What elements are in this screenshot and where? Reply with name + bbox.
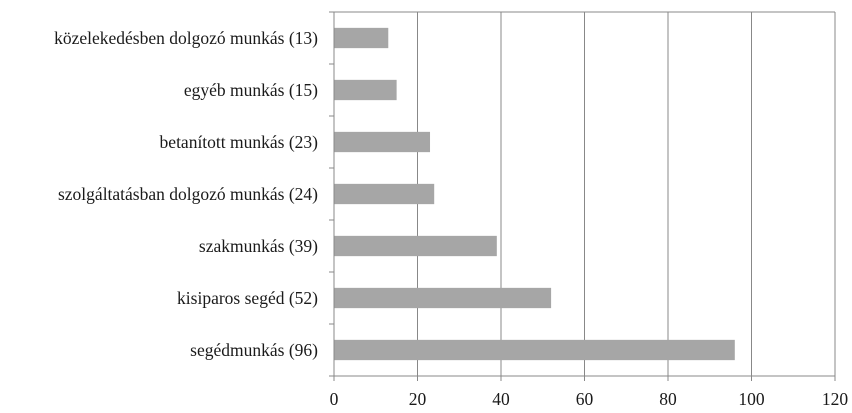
category-label: betanított munkás (23) bbox=[160, 132, 319, 152]
grid-layer bbox=[417, 12, 836, 376]
bar bbox=[334, 287, 552, 309]
x-tick-label: 80 bbox=[659, 389, 677, 409]
category-label: egyéb munkás (15) bbox=[184, 80, 318, 100]
x-tick-label: 20 bbox=[409, 389, 427, 409]
bar bbox=[334, 183, 435, 205]
category-label: szolgáltatásban dolgozó munkás (24) bbox=[58, 184, 318, 204]
x-tick-label: 60 bbox=[576, 389, 594, 409]
category-label: szakmunkás (39) bbox=[199, 236, 318, 256]
category-label: segédmunkás (96) bbox=[190, 340, 318, 360]
bar bbox=[334, 339, 735, 361]
category-label: kisiparos segéd (52) bbox=[177, 288, 318, 308]
x-tick-label: 0 bbox=[330, 389, 339, 409]
category-label: közelekedésben dolgozó munkás (13) bbox=[54, 28, 318, 48]
x-tick-label: 120 bbox=[822, 389, 849, 409]
x-tick-label: 100 bbox=[738, 389, 765, 409]
bar bbox=[334, 235, 497, 257]
bar-layer bbox=[334, 27, 735, 361]
bar bbox=[334, 131, 431, 153]
x-tick-label: 40 bbox=[492, 389, 510, 409]
bar bbox=[334, 27, 389, 49]
axis-layer bbox=[329, 11, 836, 381]
label-layer: 0 20 40 60 80 100 120 közelekedésben dolgozó mu… bbox=[54, 28, 848, 409]
bar bbox=[334, 79, 397, 101]
